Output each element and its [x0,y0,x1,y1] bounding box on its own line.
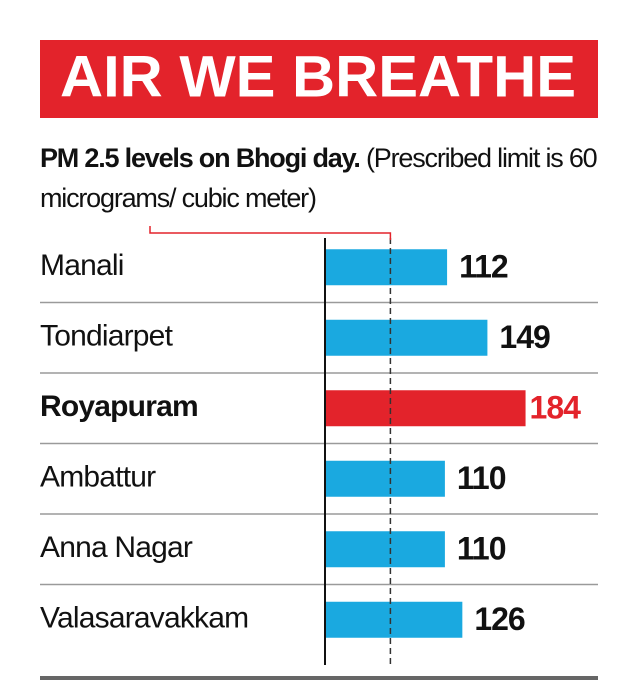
bar [325,460,445,497]
category-label: Royapuram [40,390,198,423]
category-label: Anna Nagar [40,531,193,564]
category-label: Manali [40,249,124,282]
category-label: Ambattur [40,461,156,494]
category-label: Tondiarpet [40,320,174,353]
subtitle-bold: PM 2.5 levels on Bhogi day. [40,143,361,173]
category-label: Valasaravakkam [40,602,248,635]
bar [325,319,488,356]
limit-bracket [149,226,392,240]
value-label: 110 [457,460,506,496]
subtitle-text: (Prescribed limit is 60 micrograms/ cubi… [40,143,598,213]
chart-title: AIR WE BREATHE [60,44,576,109]
value-label: 126 [474,601,525,637]
value-label: 110 [457,531,506,567]
bar [325,601,463,638]
value-label: 184 [530,390,582,426]
bar [325,531,445,568]
bar [325,249,448,286]
title-banner [40,40,598,118]
value-label: 149 [499,319,550,355]
bar [325,390,526,427]
value-label: 112 [459,249,508,285]
subtitle: PM 2.5 levels on Bhogi day. (Prescribed … [40,138,600,218]
